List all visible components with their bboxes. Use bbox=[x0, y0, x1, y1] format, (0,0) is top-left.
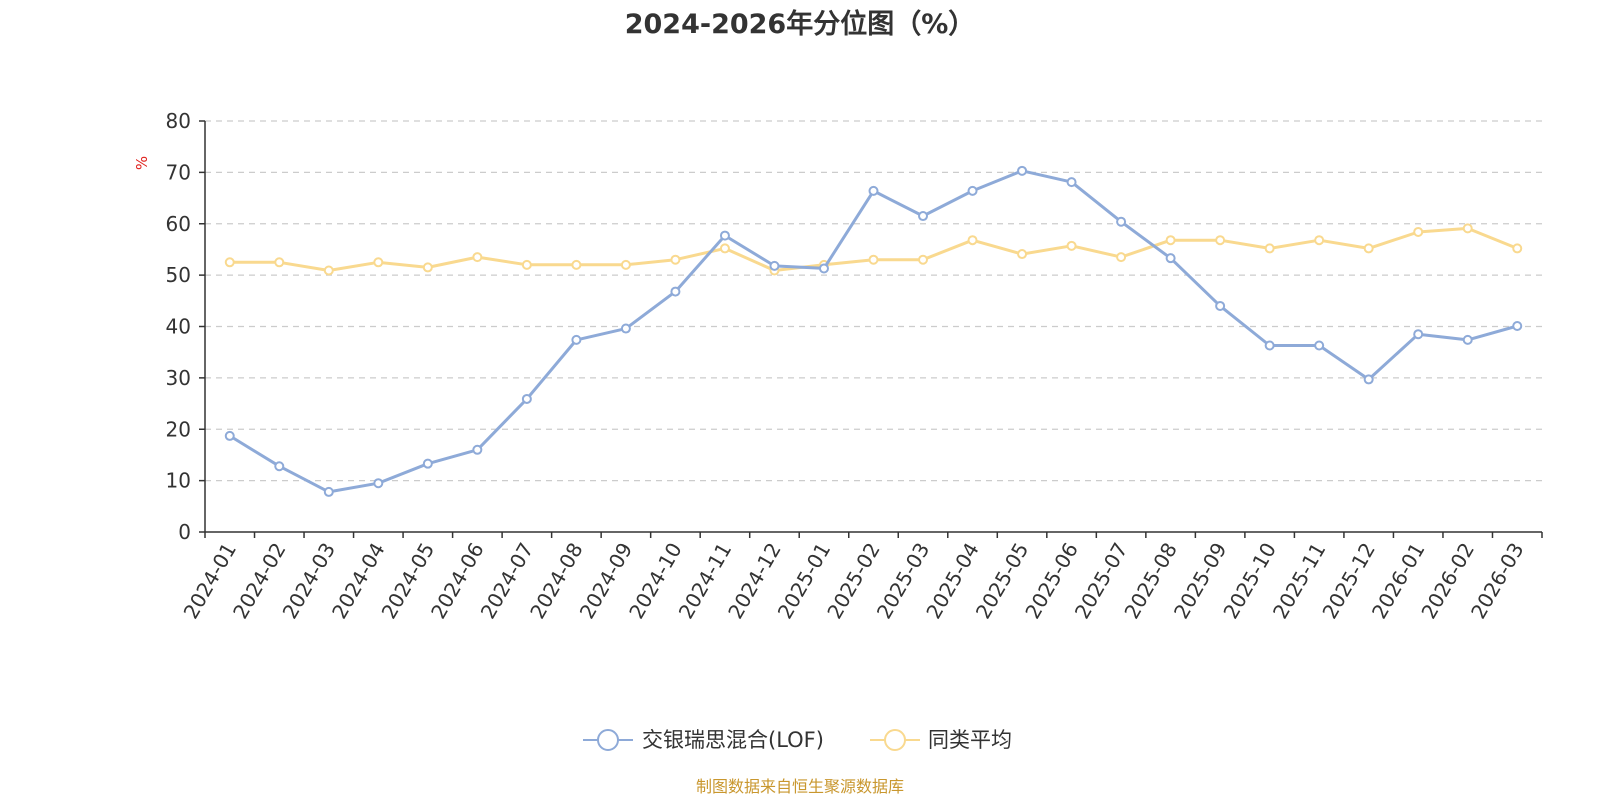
series-0 bbox=[224, 165, 1523, 497]
data-point[interactable] bbox=[918, 211, 929, 222]
data-point[interactable] bbox=[1215, 300, 1226, 311]
data-point[interactable] bbox=[1264, 340, 1275, 351]
series-1 bbox=[224, 223, 1523, 276]
data-point[interactable] bbox=[224, 430, 235, 441]
data-point[interactable] bbox=[1413, 226, 1424, 237]
data-point[interactable] bbox=[868, 254, 879, 265]
data-point[interactable] bbox=[1512, 320, 1523, 331]
data-point[interactable] bbox=[373, 257, 384, 268]
x-axis: 2024-012024-022024-032024-042024-052024-… bbox=[179, 531, 1543, 623]
data-point[interactable] bbox=[323, 486, 334, 497]
data-point[interactable] bbox=[1363, 243, 1374, 254]
gridlines bbox=[205, 120, 1542, 482]
data-point[interactable] bbox=[620, 323, 631, 334]
legend-marker-peer-average bbox=[884, 729, 906, 751]
data-point[interactable] bbox=[1462, 223, 1473, 234]
data-point[interactable] bbox=[1215, 235, 1226, 246]
source-note: 制图数据来自恒生聚源数据库 bbox=[696, 777, 904, 796]
y-tick-label: 30 bbox=[166, 366, 191, 390]
data-point[interactable] bbox=[1066, 240, 1077, 251]
data-point[interactable] bbox=[769, 260, 780, 271]
data-point[interactable] bbox=[1116, 216, 1127, 227]
data-point[interactable] bbox=[1413, 329, 1424, 340]
data-point[interactable] bbox=[1017, 165, 1028, 176]
data-point[interactable] bbox=[967, 185, 978, 196]
data-point[interactable] bbox=[719, 230, 730, 241]
legend-label-peer-average: 同类平均 bbox=[928, 728, 1012, 752]
legend-label-fund: 交银瑞思混合(LOF) bbox=[642, 728, 824, 752]
data-point[interactable] bbox=[1116, 252, 1127, 263]
chart-title: 2024-2026年分位图（%） bbox=[625, 8, 976, 40]
y-tick-label: 10 bbox=[166, 469, 191, 493]
data-point[interactable] bbox=[1165, 235, 1176, 246]
data-point[interactable] bbox=[967, 235, 978, 246]
data-point[interactable] bbox=[422, 262, 433, 273]
data-point[interactable] bbox=[670, 254, 681, 265]
data-point[interactable] bbox=[1165, 253, 1176, 264]
data-point[interactable] bbox=[571, 259, 582, 270]
legend-item-fund[interactable]: 交银瑞思混合(LOF) bbox=[583, 728, 824, 752]
y-tick-label: 70 bbox=[166, 160, 191, 184]
legend: 交银瑞思混合(LOF) 同类平均 bbox=[583, 728, 1012, 752]
data-point[interactable] bbox=[472, 444, 483, 455]
legend-item-peer-average[interactable]: 同类平均 bbox=[870, 728, 1012, 752]
data-point[interactable] bbox=[1264, 243, 1275, 254]
data-point[interactable] bbox=[373, 478, 384, 489]
data-point[interactable] bbox=[274, 257, 285, 268]
data-point[interactable] bbox=[274, 461, 285, 472]
data-point[interactable] bbox=[818, 263, 829, 274]
data-point[interactable] bbox=[1363, 374, 1374, 385]
y-tick-label: 40 bbox=[166, 315, 191, 339]
series-line bbox=[229, 169, 1518, 494]
y-tick-label: 50 bbox=[166, 263, 191, 287]
data-point[interactable] bbox=[571, 334, 582, 345]
y-axis: 0 10 20 30 40 50 60 70 80 bbox=[166, 109, 206, 544]
data-point[interactable] bbox=[1017, 249, 1028, 260]
data-point[interactable] bbox=[422, 458, 433, 469]
data-point[interactable] bbox=[868, 185, 879, 196]
data-point[interactable] bbox=[918, 254, 929, 265]
data-point[interactable] bbox=[719, 243, 730, 254]
y-axis-unit-label: % bbox=[133, 156, 151, 170]
data-point[interactable] bbox=[1314, 340, 1325, 351]
series-layer bbox=[224, 165, 1523, 497]
data-point[interactable] bbox=[224, 257, 235, 268]
y-tick-label: 20 bbox=[166, 417, 191, 441]
data-point[interactable] bbox=[472, 252, 483, 263]
data-point[interactable] bbox=[521, 259, 532, 270]
y-tick-label: 0 bbox=[178, 520, 191, 544]
data-point[interactable] bbox=[1512, 243, 1523, 254]
data-point[interactable] bbox=[521, 393, 532, 404]
data-point[interactable] bbox=[620, 259, 631, 270]
data-point[interactable] bbox=[323, 265, 334, 276]
data-point[interactable] bbox=[1462, 334, 1473, 345]
data-point[interactable] bbox=[670, 286, 681, 297]
legend-marker-fund bbox=[597, 729, 619, 751]
y-tick-label: 80 bbox=[166, 109, 191, 133]
data-point[interactable] bbox=[1066, 177, 1077, 188]
y-tick-label: 60 bbox=[166, 212, 191, 236]
data-point[interactable] bbox=[1314, 235, 1325, 246]
